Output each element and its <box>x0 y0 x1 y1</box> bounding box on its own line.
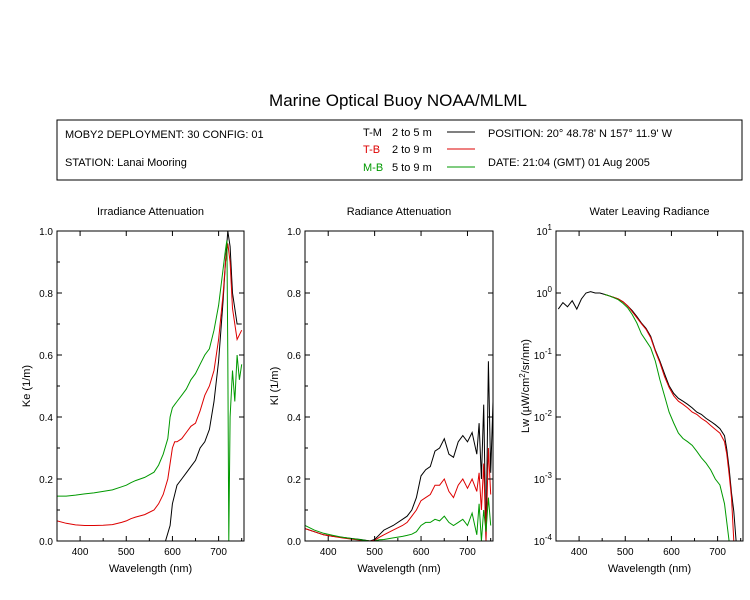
plot-frame <box>304 230 494 542</box>
y-tick-label: 0.2 <box>287 475 301 486</box>
x-tick-label: 400 <box>571 547 588 558</box>
y-tick-label: 1.0 <box>287 227 301 238</box>
series-group <box>305 361 493 541</box>
y-tick-label: 0.4 <box>39 413 53 424</box>
y-axis-label: Kl (1/m) <box>269 367 281 406</box>
x-tick-label: 700 <box>709 547 726 558</box>
chart-title: Irradiance Attenuation <box>97 206 204 218</box>
x-tick-label: 500 <box>366 547 383 558</box>
y-axis-label: Ke (1/m) <box>21 365 33 407</box>
series-line-t-b <box>57 243 243 526</box>
x-tick-label: 500 <box>617 547 634 558</box>
legend-range-mb: 5 to 9 m <box>392 162 432 174</box>
legend-code-tb: T-B <box>363 144 380 156</box>
y-tick-label: 0.4 <box>287 413 301 424</box>
y-tick-label: 0.0 <box>39 537 53 548</box>
y-tick-label: 10-1 <box>534 347 553 362</box>
chart-panel-3: Water Leaving Radiance 400 500 600 700 101 100… <box>518 206 744 575</box>
y-tick-label: 101 <box>536 223 552 238</box>
y-tick-label: 1.0 <box>39 227 53 238</box>
series-line-t-m <box>165 231 242 541</box>
deployment-text: MOBY2 DEPLOYMENT: 30 CONFIG: 01 <box>65 129 264 141</box>
x-axis-label: Wavelength (nm) <box>608 563 691 575</box>
plot-frame <box>555 230 744 542</box>
figure-title: Marine Optical Buoy NOAA/MLML <box>269 91 527 110</box>
series-line-t-m <box>557 291 737 541</box>
series-group <box>557 291 737 541</box>
series-line-t-b <box>305 447 492 541</box>
x-tick-label: 700 <box>459 547 476 558</box>
series-line-m-b <box>305 497 492 541</box>
chart-title: Radiance Attenuation <box>347 206 452 218</box>
x-axis-label: Wavelength (nm) <box>109 563 192 575</box>
y-tick-label: 0.2 <box>39 475 53 486</box>
series-line-t-b <box>604 293 735 541</box>
y-axis-label: Lw (µW/cm2/sr/nm) <box>518 339 532 433</box>
chart-title: Water Leaving Radiance <box>589 206 709 218</box>
y-tick-label: 10-3 <box>534 471 553 486</box>
x-tick-label: 700 <box>210 547 227 558</box>
x-tick-label: 500 <box>118 547 135 558</box>
legend-range-tm: 2 to 5 m <box>392 127 432 139</box>
y-tick-label: 0.8 <box>287 289 301 300</box>
chart-panel-2: Radiance Attenuation 400 500 600 700 0.0 0.2 0.… <box>269 206 494 575</box>
y-tick-label: 10-4 <box>534 533 553 548</box>
series-group <box>57 231 243 541</box>
position-text: POSITION: 20° 48.78' N 157° 11.9' W <box>488 128 673 140</box>
x-tick-label: 600 <box>413 547 430 558</box>
x-tick-label: 400 <box>72 547 89 558</box>
x-tick-label: 400 <box>320 547 337 558</box>
date-text: DATE: 21:04 (GMT) 01 Aug 2005 <box>488 157 650 169</box>
station-text: STATION: Lanai Mooring <box>65 157 187 169</box>
legend-range-tb: 2 to 9 m <box>392 144 432 156</box>
legend-code-mb: M-B <box>363 162 383 174</box>
x-tick-label: 600 <box>164 547 181 558</box>
y-tick-label: 10-2 <box>534 409 553 424</box>
info-box: MOBY2 DEPLOYMENT: 30 CONFIG: 01 STATION:… <box>56 119 743 181</box>
y-tick-label: 0.8 <box>39 289 53 300</box>
x-tick-label: 600 <box>663 547 680 558</box>
series-line-m-b <box>604 293 730 541</box>
charts-group: Irradiance Attenuation 400 500 600 700 0.0 0.2… <box>21 206 744 575</box>
x-axis-label: Wavelength (nm) <box>357 563 440 575</box>
y-tick-label: 0.6 <box>39 351 53 362</box>
info-box-frame <box>56 119 743 181</box>
series-line-m-b <box>57 240 243 541</box>
legend-code-tm: T-M <box>363 127 382 139</box>
y-tick-label: 0.0 <box>287 537 301 548</box>
y-tick-label: 0.6 <box>287 351 301 362</box>
chart-panel-1: Irradiance Attenuation 400 500 600 700 0.0 0.2… <box>21 206 245 575</box>
series-line-t-m <box>305 361 493 541</box>
y-tick-label: 100 <box>536 285 552 300</box>
